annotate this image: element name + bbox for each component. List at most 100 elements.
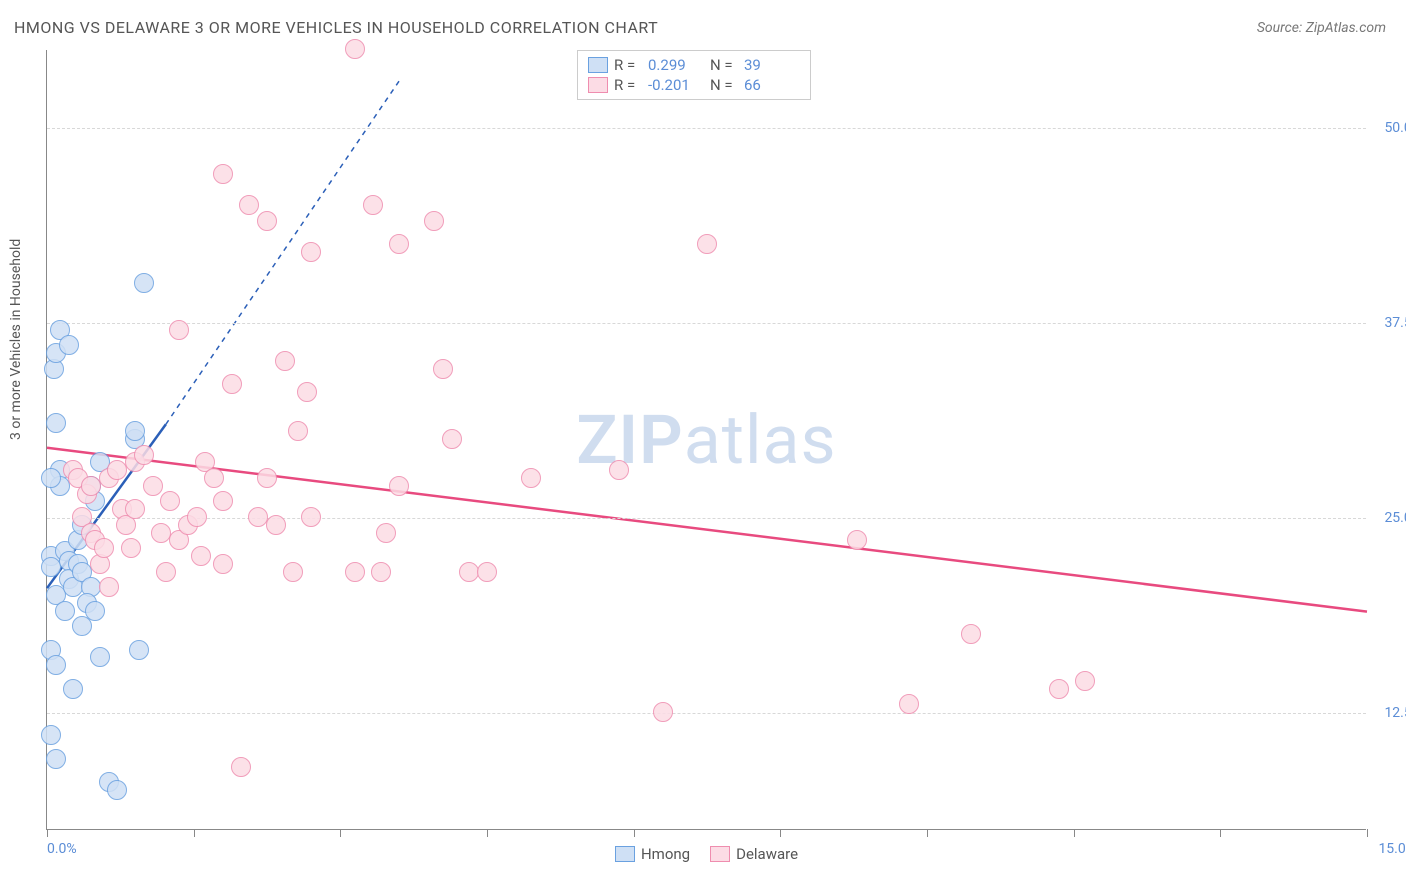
data-point [371, 562, 391, 582]
chart-container: HMONG VS DELAWARE 3 OR MORE VEHICLES IN … [0, 0, 1406, 892]
data-point [169, 320, 189, 340]
y-tick-label: 12.5% [1384, 705, 1406, 721]
data-point [345, 39, 365, 59]
data-point [376, 523, 396, 543]
data-point [389, 234, 409, 254]
data-point [125, 421, 145, 441]
data-point [160, 491, 180, 511]
data-point [301, 507, 321, 527]
data-point [121, 538, 141, 558]
data-point [187, 507, 207, 527]
source-label: Source: ZipAtlas.com [1257, 20, 1386, 36]
data-point [213, 554, 233, 574]
data-point [99, 577, 119, 597]
x-tick-label: 0.0% [47, 841, 77, 857]
n-label: N = [710, 56, 738, 74]
x-tick [634, 829, 635, 837]
n-value: 39 [744, 56, 800, 74]
data-point [697, 234, 717, 254]
legend-label: Delaware [736, 845, 798, 863]
data-point [129, 640, 149, 660]
x-tick [780, 829, 781, 837]
data-point [156, 562, 176, 582]
r-label: R = [614, 76, 642, 94]
data-point [46, 655, 66, 675]
data-point [847, 530, 867, 550]
data-point [94, 538, 114, 558]
data-point [389, 476, 409, 496]
gridline [47, 323, 1366, 324]
x-tick [47, 829, 48, 837]
r-label: R = [614, 56, 642, 74]
x-tick [1367, 829, 1368, 837]
data-point [231, 757, 251, 777]
trend-line [47, 448, 1367, 612]
plot-area: ZIPatlas R =0.299N =39R =-0.201N =66 Hmo… [46, 50, 1366, 830]
data-point [433, 359, 453, 379]
data-point [266, 515, 286, 535]
legend-swatch [615, 846, 635, 862]
data-point [72, 616, 92, 636]
gridline [47, 518, 1366, 519]
data-point [257, 211, 277, 231]
legend-swatch [588, 77, 608, 93]
data-point [90, 647, 110, 667]
data-point [46, 413, 66, 433]
data-point [1075, 671, 1095, 691]
trend-line-extrapolation [166, 81, 399, 424]
r-value: 0.299 [648, 56, 704, 74]
data-point [107, 780, 127, 800]
data-point [301, 242, 321, 262]
series-legend: Hmong Delaware [47, 845, 1366, 863]
data-point [41, 468, 61, 488]
data-point [283, 562, 303, 582]
data-point [345, 562, 365, 582]
stats-legend: R = 0.299 N = 39 R = -0.201 N = 66 [577, 50, 811, 100]
x-tick [1074, 829, 1075, 837]
x-tick-label: 15.0% [1378, 841, 1406, 857]
x-tick [340, 829, 341, 837]
legend-item: Hmong [615, 845, 690, 863]
x-tick [1220, 829, 1221, 837]
data-point [41, 725, 61, 745]
data-point [213, 164, 233, 184]
y-tick-label: 25.0% [1384, 510, 1406, 526]
data-point [653, 702, 673, 722]
data-point [288, 421, 308, 441]
stats-legend-row: R = 0.299 N = 39 [588, 55, 800, 75]
data-point [85, 601, 105, 621]
x-tick [487, 829, 488, 837]
y-tick-label: 50.0% [1384, 120, 1406, 136]
data-point [442, 429, 462, 449]
data-point [191, 546, 211, 566]
y-tick-label: 37.5% [1384, 315, 1406, 331]
data-point [125, 499, 145, 519]
data-point [257, 468, 277, 488]
data-point [204, 468, 224, 488]
legend-item: Delaware [710, 845, 798, 863]
data-point [275, 351, 295, 371]
gridline [47, 713, 1366, 714]
stats-legend-row: R = -0.201 N = 66 [588, 75, 800, 95]
data-point [134, 273, 154, 293]
gridline [47, 128, 1366, 129]
data-point [609, 460, 629, 480]
x-tick [927, 829, 928, 837]
data-point [239, 195, 259, 215]
data-point [63, 679, 83, 699]
n-label: N = [710, 76, 738, 94]
data-point [213, 491, 233, 511]
r-value: -0.201 [648, 76, 704, 94]
n-value: 66 [744, 76, 800, 94]
legend-label: Hmong [641, 845, 690, 863]
data-point [297, 382, 317, 402]
data-point [424, 211, 444, 231]
data-point [1049, 679, 1069, 699]
data-point [59, 335, 79, 355]
data-point [222, 374, 242, 394]
chart-title: HMONG VS DELAWARE 3 OR MORE VEHICLES IN … [14, 18, 658, 37]
data-point [521, 468, 541, 488]
data-point [46, 749, 66, 769]
data-point [363, 195, 383, 215]
data-point [143, 476, 163, 496]
